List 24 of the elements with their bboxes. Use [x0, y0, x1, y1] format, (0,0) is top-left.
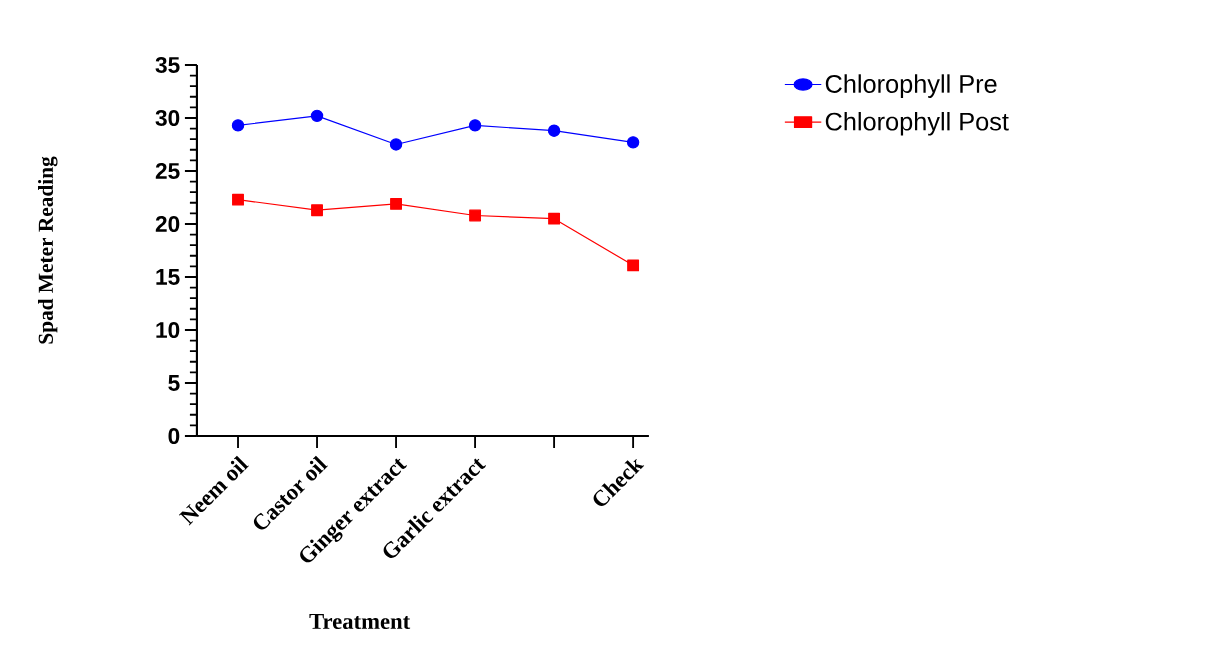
point: [231, 119, 245, 132]
y-tick-label: 0: [168, 427, 180, 445]
y-axis-title: Spad Meter Reading: [38, 156, 58, 344]
legend-label: Chlorophyll Pre: [825, 74, 997, 98]
point: [548, 212, 561, 225]
legend-label: Chlorophyll Post: [825, 111, 1009, 136]
y-tick-label: 15: [156, 269, 180, 285]
point: [232, 193, 244, 206]
y-tick-label: 35: [155, 56, 180, 74]
y-tick-label: 30: [155, 109, 180, 127]
y-tick-label: 5: [168, 375, 180, 391]
point: [547, 124, 561, 137]
point: [311, 204, 323, 217]
point: [389, 138, 403, 151]
x-axis-title: Treatment: [309, 613, 411, 630]
point: [468, 119, 482, 132]
point: [626, 136, 640, 149]
point: [627, 259, 640, 272]
point: [469, 209, 481, 222]
y-tick-label: 10: [156, 321, 180, 339]
point: [310, 109, 324, 123]
y-tick-label: 20: [155, 215, 180, 233]
y-tick-label: 25: [155, 162, 180, 180]
point: [390, 197, 402, 210]
